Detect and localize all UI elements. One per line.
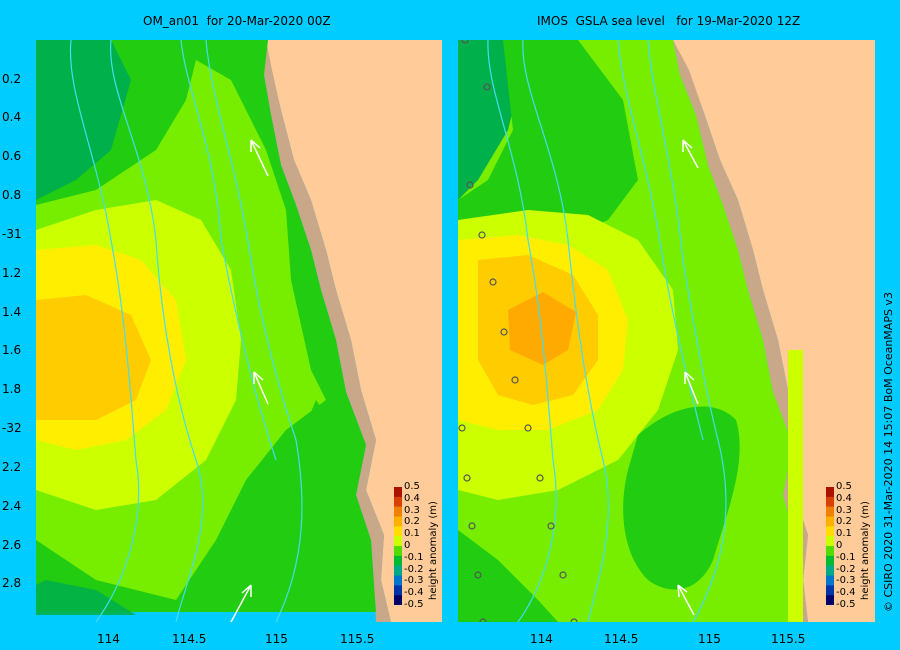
lat-tick: 0.6 [2, 149, 22, 163]
colorbar-label: -0.5 [836, 599, 856, 610]
colorbar-label: 0.5 [404, 481, 420, 492]
credit-text: © CSIRO 2020 31-Mar-2020 14 15:07 BoM Oc… [882, 292, 895, 612]
lat-tick: 1.8 [2, 382, 22, 396]
colorbar-label: 0.2 [836, 516, 852, 528]
colorbar-segment [394, 496, 402, 508]
lon-tick: 115.5 [340, 632, 375, 646]
lat-tick: 2.2 [2, 460, 22, 474]
colorbar-label: -0.2 [836, 563, 856, 575]
left-panel-title: OM_an01 for 20-Mar-2020 00Z [143, 14, 331, 28]
right-panel-title: IMOS GSLA sea level for 19-Mar-2020 12Z [537, 14, 801, 28]
colorbar-label: 0.1 [836, 528, 852, 540]
colorbar-label: 0 [836, 540, 843, 551]
colorbar-segment [826, 555, 834, 567]
lat-tick: -31 [2, 227, 22, 241]
colorbar-label: 0.5 [836, 481, 852, 492]
colorbar-segment [394, 546, 402, 557]
colorbar-title: height anomaly (m) [860, 501, 871, 600]
lon-tick: 114 [530, 632, 553, 646]
land [673, 40, 875, 622]
lat-tick: 2.6 [2, 538, 22, 552]
colorbar-label: -0.3 [836, 575, 856, 587]
lon-tick: 115 [698, 632, 721, 646]
colorbar-label: 0.4 [404, 492, 420, 504]
colorbar-segment [826, 595, 834, 605]
colorbar-segment [826, 546, 834, 557]
colorbar-segment [394, 536, 402, 547]
colorbar-label: 0.3 [836, 504, 852, 516]
colorbar-segment [394, 487, 402, 498]
lat-tick: 1.6 [2, 343, 22, 357]
lon-tick: 115 [265, 632, 288, 646]
lat-tick: 2.4 [2, 499, 22, 513]
colorbar-label: -0.1 [404, 551, 424, 563]
land [266, 40, 442, 622]
lat-tick: 0.2 [2, 72, 22, 86]
lon-tick: 114.5 [172, 632, 207, 646]
colorbar-segment [394, 565, 402, 576]
colorbar-label: 0.4 [836, 492, 852, 504]
colorbar-segment [394, 516, 402, 527]
colorbar-segment [394, 595, 402, 605]
colorbar-segment [826, 487, 834, 498]
lat-tick: 1.2 [2, 266, 22, 280]
colorbar-title: height anomaly (m) [428, 501, 439, 600]
colorbar-label: 0.3 [404, 504, 420, 516]
right-map-panel [458, 40, 875, 622]
colorbar-label: -0.5 [404, 599, 424, 610]
lat-tick: 0.4 [2, 110, 22, 124]
colorbar-label: 0.1 [404, 528, 420, 540]
colorbar-gradient [826, 487, 834, 605]
colorbar-label: 0.2 [404, 516, 420, 528]
lon-tick: 114.5 [604, 632, 639, 646]
colorbar-label: -0.4 [836, 587, 856, 599]
colorbar-segment [394, 506, 402, 517]
colorbar-segment [826, 506, 834, 517]
lat-tick: 0.8 [2, 188, 22, 202]
colorbar-segment [826, 496, 834, 508]
lon-tick: 114 [97, 632, 120, 646]
colorbar-segment [826, 585, 834, 596]
colorbar-segment [826, 565, 834, 576]
lat-tick: -32 [2, 421, 22, 435]
colorbar-segment [826, 575, 834, 586]
colorbar-gradient [394, 487, 402, 605]
colorbar-segment [394, 585, 402, 596]
lat-tick: 2.8 [2, 576, 22, 590]
colorbar-segment [826, 536, 834, 547]
colorbar-segment [826, 526, 834, 537]
colorbar-segment [826, 516, 834, 527]
colorbar-label: 0 [404, 540, 411, 551]
colorbar-label: -0.3 [404, 575, 424, 587]
colorbar-label: -0.2 [404, 563, 424, 575]
lat-tick: 1.4 [2, 305, 22, 319]
colorbar-label: -0.4 [404, 587, 424, 599]
colorbar-label: -0.1 [836, 551, 856, 563]
colorbar-segment [394, 575, 402, 586]
left-map-panel [36, 40, 442, 622]
colorbar-segment [394, 555, 402, 567]
colorbar-segment [394, 526, 402, 537]
lon-tick: 115.5 [771, 632, 806, 646]
